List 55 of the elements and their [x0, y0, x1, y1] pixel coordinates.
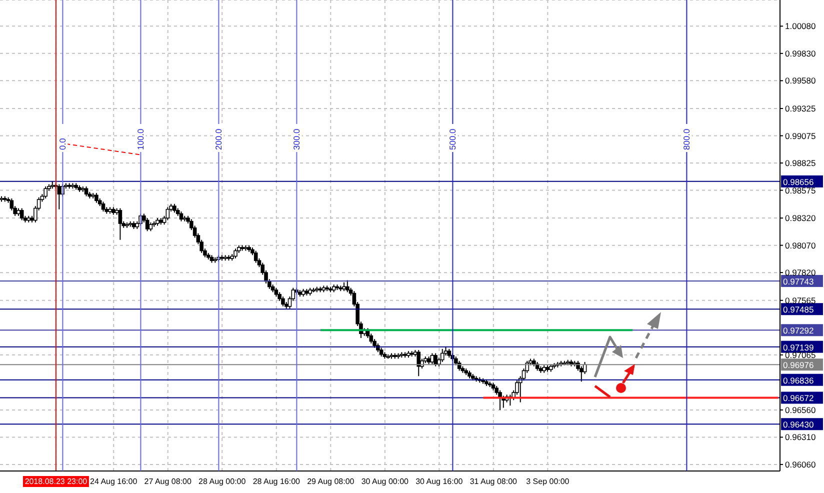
- y-tick-label: 0.98575: [785, 185, 816, 196]
- x-tick-label: 28 Aug 00:00: [198, 477, 246, 486]
- candlestick: [416, 349, 421, 377]
- ref-line-label: 0.98656: [783, 176, 814, 187]
- candlestick: [281, 296, 285, 307]
- candlestick: [101, 201, 106, 212]
- candlestick: [44, 186, 48, 199]
- candlestick: [254, 250, 258, 264]
- candlestick: [20, 208, 24, 221]
- x-tick-label: 31 Aug 08:00: [470, 477, 518, 486]
- candlestick: [118, 208, 122, 240]
- ref-line-label: 0.97485: [783, 304, 814, 315]
- x2-tick-label: 300.0: [292, 128, 302, 150]
- y-tick-label: 0.99075: [785, 130, 816, 141]
- ref-line-label: 0.96430: [783, 420, 814, 430]
- y-tick-label: 0.97565: [785, 295, 816, 306]
- y-tick-label: 1.00080: [785, 21, 816, 32]
- x-tick-label: 3 Sep 00:00: [526, 477, 570, 486]
- candlestick: [234, 248, 238, 259]
- ref-line-label: 0.96672: [783, 393, 814, 404]
- ref-line-label: 0.97292: [783, 326, 814, 336]
- y-tick-label: 0.96310: [785, 432, 816, 442]
- candlestick: [94, 192, 98, 204]
- y-tick-label: 0.98070: [785, 240, 816, 250]
- y-tick-label: 0.96060: [785, 459, 816, 470]
- candlestick: [346, 280, 350, 293]
- candlestick: [440, 348, 444, 362]
- y-tick-label: 0.98825: [785, 158, 816, 168]
- x-tick-label: 28 Aug 16:00: [252, 477, 301, 486]
- ref-line-label: 0.97139: [783, 342, 814, 352]
- ref-line-label: 0.97743: [783, 276, 814, 286]
- y-tick-label: 0.97065: [785, 350, 816, 360]
- candlestick: [166, 206, 170, 221]
- x-tick-label: 30 Aug 16:00: [416, 477, 464, 486]
- y-tick-label: 0.97820: [785, 268, 816, 278]
- x2-tick-label: 100.0: [136, 128, 146, 150]
- candlestick: [145, 218, 150, 232]
- y-tick-label: 0.99325: [785, 104, 816, 114]
- y-tick-label: 0.96560: [785, 404, 816, 415]
- x-tick-label: 2018.08.23 23:00: [24, 477, 88, 486]
- candlestick: [434, 352, 438, 367]
- x-tick-label: 24 Aug 16:00: [90, 477, 138, 486]
- ref-line-label: 0.96836: [783, 375, 814, 386]
- candlestick: [84, 186, 88, 197]
- x-tick-label: 27 Aug 08:00: [144, 477, 192, 486]
- x-tick-label: 29 Aug 08:00: [307, 477, 355, 486]
- x2-tick-label: 200.0: [214, 128, 224, 150]
- y-tick-label: 0.99830: [785, 48, 816, 58]
- ref-line-label: 0.96976: [783, 360, 814, 370]
- y-tick-label: 0.99580: [785, 76, 816, 86]
- x2-tick-label: 0.0: [58, 138, 68, 150]
- x-tick-label: 30 Aug 00:00: [361, 477, 410, 486]
- y-tick-label: 0.98320: [785, 213, 816, 224]
- x2-tick-label: 800.0: [682, 128, 692, 150]
- x2-tick-label: 500.0: [448, 128, 458, 150]
